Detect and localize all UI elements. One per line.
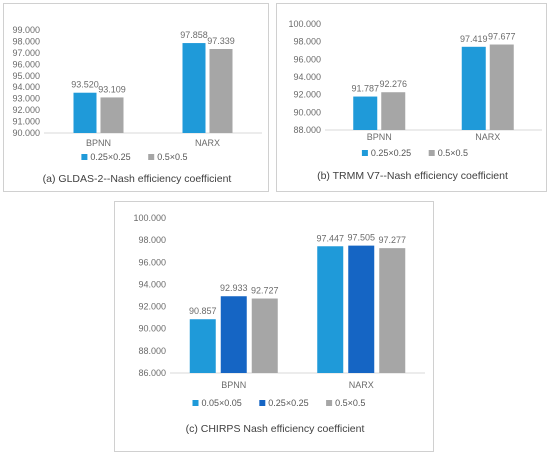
chart-chirps: 86.000 88.000 90.000 92.000 94.000 96.000 98.0…: [133, 213, 425, 435]
x-category-label: NARX: [475, 132, 500, 142]
y-tick-label: 92.000: [138, 302, 166, 312]
legend-label: 0.25×0.25: [90, 152, 130, 162]
legend-swatch: [148, 154, 155, 160]
data-label: 92.933: [220, 283, 248, 293]
legend-label: 0.5×0.5: [438, 148, 468, 158]
chart-panel-gldas: 90.000 91.000 92.000 93.000 94.000 95.000 96.0…: [3, 3, 269, 192]
data-label: 97.677: [488, 32, 516, 42]
data-label: 97.419: [460, 34, 488, 44]
y-tick-label: 90.000: [293, 107, 321, 117]
legend-label: 0.5×0.5: [335, 398, 365, 408]
bar-narx-2: [489, 44, 514, 130]
y-tick-label: 100.000: [133, 213, 166, 223]
y-tick-label: 98.000: [293, 37, 321, 47]
x-category-label: NARX: [195, 138, 220, 148]
bar-bpnn-1: [353, 96, 378, 130]
chart-panel-chirps: 86.000 88.000 90.000 92.000 94.000 96.000 98.0…: [114, 201, 434, 452]
chart-caption: (b) TRMM V7--Nash efficiency coefficient: [317, 170, 508, 182]
y-tick-label: 93.000: [12, 94, 40, 104]
data-label: 97.447: [316, 233, 344, 243]
chart-caption: (a) GLDAS-2--Nash efficiency coefficient: [43, 173, 232, 185]
bar-bpnn-1: [73, 92, 97, 133]
data-label: 97.505: [347, 233, 375, 243]
y-tick-label: 94.000: [138, 279, 166, 289]
y-tick-label: 96.000: [138, 257, 166, 267]
y-tick-label: 94.000: [12, 82, 40, 92]
x-category-label: BPNN: [367, 132, 392, 142]
y-tick-label: 97.000: [12, 48, 40, 58]
data-label: 93.109: [98, 84, 126, 94]
data-label: 92.276: [379, 79, 407, 89]
x-category-label: NARX: [349, 380, 374, 390]
y-tick-label: 88.000: [293, 125, 321, 135]
legend-swatch: [192, 400, 199, 406]
legend-swatch: [428, 150, 435, 156]
bar-narx-1: [182, 43, 206, 133]
bar-narx-1: [461, 46, 486, 131]
legend-label: 0.05×0.05: [202, 398, 242, 408]
bar-bpnn-1: [189, 319, 216, 373]
y-tick-label: 100.000: [288, 19, 321, 29]
x-category-label: BPNN: [221, 380, 246, 390]
x-category-label: BPNN: [86, 138, 111, 148]
y-tick-label: 86.000: [138, 368, 166, 378]
legend-label: 0.25×0.25: [371, 148, 411, 158]
legend-swatch: [81, 154, 88, 160]
bar-bpnn-2: [100, 97, 124, 133]
legend-label: 0.25×0.25: [268, 398, 308, 408]
data-label: 91.787: [351, 84, 379, 94]
y-tick-label: 92.000: [12, 105, 40, 115]
y-tick-label: 99.000: [12, 25, 40, 35]
y-tick-label: 96.000: [12, 59, 40, 69]
y-tick-label: 96.000: [293, 54, 321, 64]
data-label: 97.277: [378, 235, 406, 245]
legend-swatch: [326, 400, 333, 406]
bar-bpnn-2: [381, 92, 406, 130]
chart-caption: (c) CHIRPS Nash efficiency coefficient: [186, 423, 365, 435]
bar-narx-2: [209, 49, 233, 133]
y-tick-label: 98.000: [138, 235, 166, 245]
bar-narx-2: [348, 245, 375, 373]
y-tick-label: 90.000: [138, 324, 166, 334]
data-label: 97.858: [180, 30, 208, 40]
data-label: 90.857: [189, 306, 217, 316]
y-tick-label: 91.000: [12, 117, 40, 127]
y-tick-label: 94.000: [293, 72, 321, 82]
data-label: 97.339: [207, 36, 235, 46]
chart-trmm: 88.000 90.000 92.000 94.000 96.000 98.000 100.…: [288, 19, 542, 182]
y-tick-label: 98.000: [12, 36, 40, 46]
chart-panel-trmm: 88.000 90.000 92.000 94.000 96.000 98.000 100.…: [276, 3, 547, 192]
y-tick-label: 95.000: [12, 71, 40, 81]
bar-bpnn-3: [251, 298, 278, 373]
y-tick-label: 92.000: [293, 90, 321, 100]
y-tick-label: 90.000: [12, 128, 40, 138]
y-tick-label: 88.000: [138, 346, 166, 356]
bar-narx-3: [379, 248, 406, 373]
bar-bpnn-2: [220, 296, 247, 373]
data-label: 92.727: [251, 286, 279, 296]
data-label: 93.520: [71, 80, 99, 90]
legend-label: 0.5×0.5: [157, 152, 187, 162]
legend-swatch: [259, 400, 266, 406]
legend-swatch: [361, 150, 368, 156]
bar-narx-1: [317, 246, 344, 373]
